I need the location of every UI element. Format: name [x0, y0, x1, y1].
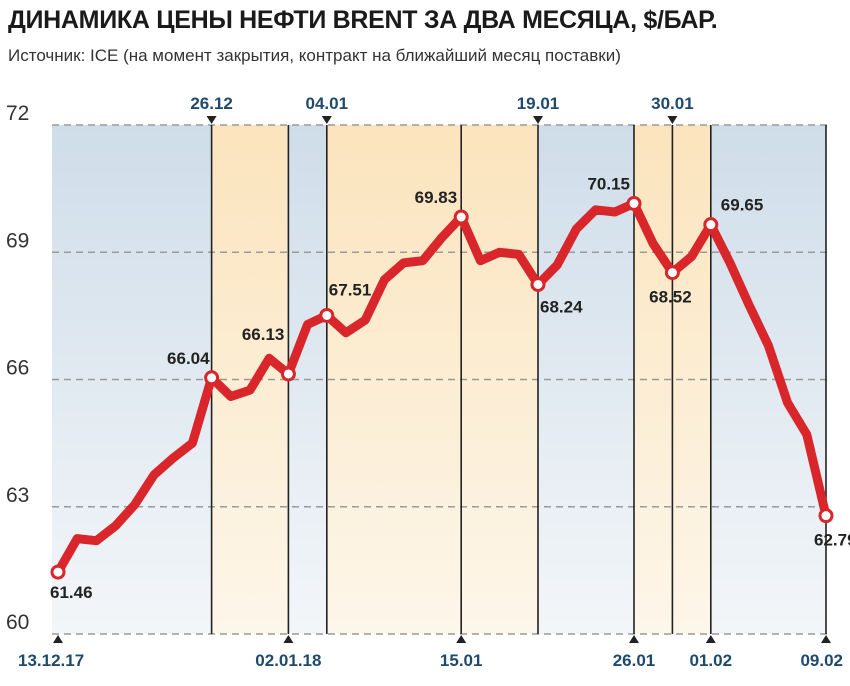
- data-point: [50, 564, 66, 580]
- y-tick-label: 66: [6, 357, 29, 380]
- data-label: 70.15: [587, 174, 630, 193]
- grid-lines: [52, 124, 830, 635]
- top-tick-marker: [321, 116, 332, 124]
- x-tick-label: 26.01: [613, 651, 656, 670]
- data-point: [818, 508, 834, 524]
- data-label: 61.46: [50, 583, 93, 602]
- data-label: 66.04: [167, 349, 210, 368]
- data-point: [204, 370, 220, 386]
- data-point: [664, 265, 680, 281]
- series-line: [53, 199, 831, 577]
- data-point: [453, 209, 469, 225]
- data-label: 68.24: [540, 297, 583, 316]
- x-tick-label: 01.02: [690, 651, 733, 670]
- data-labels: 61.46 66.04 66.13 67.51 69.83 68.24 70.15 68.52…: [50, 174, 850, 602]
- chart-subtitle: Источник: ICE (на момент закрытия, контр…: [8, 46, 621, 65]
- y-tick-label: 69: [6, 229, 29, 252]
- data-label: 62.79: [814, 531, 850, 550]
- top-date-label: 19.01: [517, 94, 560, 113]
- y-tick-label: 60: [6, 611, 29, 634]
- data-point: [319, 307, 335, 323]
- bottom-tick-marker: [456, 635, 467, 643]
- bottom-tick-marker: [53, 635, 63, 643]
- bottom-tick-marker: [705, 635, 716, 643]
- data-point: [280, 366, 296, 382]
- y-tick-label: 63: [6, 484, 29, 507]
- y-axis-ticks: 60 63 66 69 72: [6, 102, 29, 634]
- data-label: 68.52: [649, 288, 692, 307]
- data-point: [626, 195, 642, 211]
- x-tick-label: 13.12.17: [18, 651, 84, 670]
- top-tick-marker: [206, 116, 217, 124]
- y-tick-label: 72: [6, 102, 29, 125]
- bottom-tick-marker: [821, 635, 831, 643]
- x-axis-ticks: 13.12.17 02.01.18 15.01 26.01 01.02 09.02 26.1…: [18, 94, 843, 670]
- top-tick-marker: [667, 116, 678, 124]
- bottom-tick-marker: [283, 635, 294, 643]
- data-point: [703, 217, 719, 233]
- data-points: [50, 195, 834, 580]
- top-date-label: 26.12: [190, 94, 233, 113]
- top-date-label: 04.01: [306, 94, 349, 113]
- data-label: 67.51: [329, 280, 372, 299]
- data-label: 69.65: [721, 196, 764, 215]
- bottom-tick-marker: [629, 635, 639, 643]
- data-label: 66.13: [242, 325, 285, 344]
- data-point: [530, 276, 546, 292]
- top-tick-marker: [533, 116, 543, 124]
- series-brent: [53, 199, 831, 577]
- chart-title: ДИНАМИКА ЦЕНЫ НЕФТИ BRENT ЗА ДВА МЕСЯЦА,…: [8, 6, 718, 34]
- x-tick-label: 15.01: [440, 651, 483, 670]
- x-tick-label: 02.01.18: [255, 651, 321, 670]
- x-tick-label: 09.02: [800, 651, 843, 670]
- data-label: 69.83: [415, 188, 458, 207]
- top-date-label: 30.01: [651, 94, 694, 113]
